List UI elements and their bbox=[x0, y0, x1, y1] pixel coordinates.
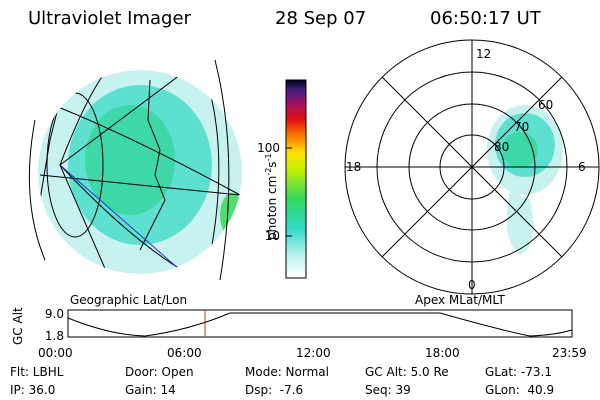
altitude-curve bbox=[67, 312, 573, 337]
footer-field: GLon: 40.9 bbox=[485, 383, 554, 397]
footer-field: IP: 36.0 bbox=[10, 383, 55, 397]
footer-field: GLat: -73.1 bbox=[485, 365, 552, 379]
instrument: Ultraviolet Imager bbox=[28, 8, 192, 29]
label-sup: -1 bbox=[264, 153, 273, 161]
timeline-ytick: 9.0 bbox=[45, 307, 64, 321]
timeline-xtick: 12:00 bbox=[296, 346, 331, 360]
label-text: s bbox=[265, 161, 279, 167]
lat-label: 80 bbox=[494, 140, 509, 154]
timeline-ytick: 1.8 bbox=[45, 329, 64, 343]
footer-field: Flt: LBHL bbox=[10, 365, 64, 379]
footer-field: Dsp: -7.6 bbox=[245, 383, 303, 397]
mlt-label: 18 bbox=[346, 160, 361, 174]
timeline-xtick: 23:59 bbox=[552, 346, 587, 360]
timeline-xtick: 06:00 bbox=[167, 346, 202, 360]
footer-field: Gain: 14 bbox=[125, 383, 176, 397]
timeline-xtick: 18:00 bbox=[425, 346, 460, 360]
timeline-xtick: 00:00 bbox=[38, 346, 73, 360]
colorbar bbox=[285, 79, 307, 279]
panel-label: Apex MLat/MLT bbox=[415, 293, 505, 307]
footer: Flt: LBHL Door: Open Mode: Normal GC Alt: 5… bbox=[10, 365, 554, 397]
time: 06:50:17 UT bbox=[430, 8, 542, 29]
panel-label: Geographic Lat/Lon bbox=[70, 293, 187, 307]
label-sup: -2 bbox=[264, 168, 273, 176]
polar-plot: 12 18 6 0 80 70 60 bbox=[344, 39, 600, 295]
footer-field: Door: Open bbox=[125, 365, 194, 379]
timeline-ylabel: GC Alt bbox=[11, 307, 25, 345]
timeline-frame bbox=[67, 309, 573, 338]
geo-image bbox=[28, 59, 242, 281]
date: 28 Sep 07 bbox=[275, 8, 366, 29]
footer-field: Seq: 39 bbox=[365, 383, 411, 397]
colorbar-label: photon cm-2s-1 bbox=[264, 153, 279, 240]
mlt-label: 6 bbox=[578, 160, 586, 174]
lat-label: 70 bbox=[514, 120, 529, 134]
label-text: photon cm bbox=[265, 176, 279, 240]
mlt-label: 0 bbox=[468, 278, 476, 292]
colorbar-tick-label: 100 bbox=[257, 141, 280, 155]
lat-label: 60 bbox=[538, 98, 553, 112]
footer-field: GC Alt: 5.0 Re bbox=[365, 365, 449, 379]
mlt-label: 12 bbox=[476, 47, 491, 61]
colorbar-tick-label: 10 bbox=[265, 229, 280, 243]
footer-field: Mode: Normal bbox=[245, 365, 329, 379]
